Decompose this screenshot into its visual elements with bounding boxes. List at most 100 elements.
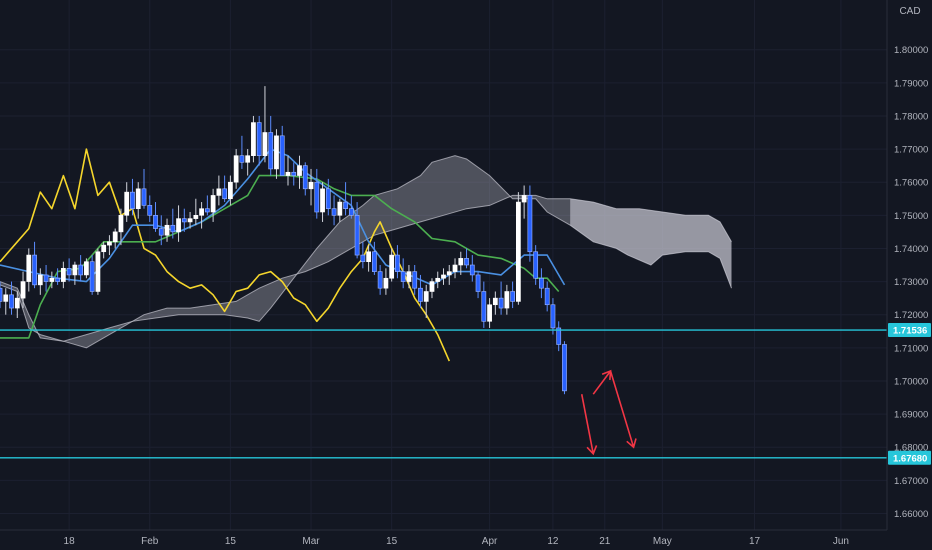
- chart-grid: [0, 0, 887, 530]
- arrow-annotations: [580, 369, 637, 456]
- candle-body: [9, 294, 14, 309]
- candle-body: [130, 191, 135, 209]
- candle-body: [274, 135, 279, 170]
- candle-body: [78, 264, 84, 276]
- candle-body: [562, 344, 567, 392]
- price-tick-label: 1.69000: [894, 410, 928, 421]
- candle-body: [487, 304, 492, 322]
- candle-body: [360, 254, 366, 262]
- candle-body: [216, 188, 222, 196]
- candle-body: [222, 188, 228, 200]
- time-tick-label: Apr: [482, 536, 498, 547]
- candle-body: [320, 188, 325, 213]
- candle-body: [498, 297, 504, 309]
- horizontal-levels[interactable]: [0, 329, 887, 459]
- price-tick-label: 1.76000: [894, 178, 928, 189]
- candle-body: [3, 294, 9, 302]
- candle-body: [118, 215, 124, 233]
- candle-body: [492, 297, 498, 306]
- level-price-label: 1.71536: [893, 326, 927, 337]
- candle-body: [331, 208, 337, 216]
- candle-body: [204, 208, 210, 213]
- time-tick-label: 15: [225, 536, 237, 547]
- cloud-area: [0, 155, 732, 348]
- candle-body: [325, 188, 331, 209]
- candle-body: [187, 218, 193, 223]
- time-tick-label: 21: [599, 536, 611, 547]
- currency-label: CAD: [899, 6, 920, 17]
- candle-body: [377, 271, 383, 289]
- candle-body: [147, 205, 153, 216]
- price-tick-label: 1.68000: [894, 443, 928, 454]
- candle-body: [383, 277, 389, 289]
- price-tick-label: 1.77000: [894, 145, 928, 156]
- time-tick-label: 17: [749, 536, 761, 547]
- candle-body: [164, 224, 170, 236]
- candle-body: [0, 287, 3, 302]
- candle-body: [285, 171, 291, 176]
- candle-body: [372, 251, 377, 272]
- time-tick-label: Mar: [302, 536, 320, 547]
- candle-body: [406, 271, 412, 282]
- candle-body: [308, 181, 314, 190]
- arrow-shaft: [609, 370, 635, 448]
- time-axis[interactable]: 18 Feb 15 Mar 15 Apr 12 21 May 17 Jun: [64, 536, 849, 547]
- candle-body: [458, 258, 464, 266]
- level-price-tag: [888, 323, 931, 338]
- candle-body: [527, 195, 533, 253]
- candle-body: [72, 264, 78, 276]
- candle-body: [435, 277, 441, 282]
- candle-body: [297, 165, 302, 176]
- base-line: [0, 174, 560, 339]
- candle-body: [55, 277, 60, 282]
- candle-body: [400, 271, 406, 282]
- candle-body: [539, 277, 544, 289]
- candle-body: [343, 201, 348, 209]
- candle-body: [510, 291, 515, 302]
- candle-body: [32, 254, 37, 286]
- candle-body: [521, 195, 527, 203]
- candle-body: [170, 224, 176, 233]
- candle-body: [262, 132, 268, 156]
- candle-body: [20, 281, 26, 299]
- candle-body: [452, 264, 458, 272]
- candle-body: [233, 155, 239, 183]
- candle-body: [475, 274, 481, 292]
- candle-body: [515, 201, 521, 302]
- candle-body: [141, 188, 147, 206]
- candle-body: [412, 271, 418, 289]
- price-tick-label: 1.75000: [894, 211, 928, 222]
- price-tick-label: 1.70000: [894, 376, 928, 387]
- price-axis[interactable]: 1.80000 1.79000 1.78000 1.77000 1.76000 1.750…: [888, 45, 931, 520]
- cloud-future-area: [570, 198, 732, 289]
- time-tick-label: Feb: [141, 536, 159, 547]
- price-candles: [0, 86, 567, 395]
- price-tick-label: 1.71000: [894, 343, 928, 354]
- candle-body: [556, 327, 562, 345]
- price-tick-label: 1.74000: [894, 244, 928, 255]
- candle-body: [544, 287, 550, 306]
- candle-body: [268, 132, 274, 170]
- candle-body: [181, 218, 187, 223]
- candle-body: [43, 274, 49, 282]
- candle-body: [101, 244, 107, 253]
- candle-body: [366, 251, 372, 262]
- candle-body: [429, 281, 435, 292]
- candle-body: [464, 258, 469, 266]
- price-tick-label: 1.67000: [894, 476, 928, 487]
- level-price-label: 1.67680: [893, 453, 927, 464]
- candle-body: [210, 195, 216, 213]
- candle-body: [446, 271, 452, 276]
- arrow-shaft: [592, 370, 612, 395]
- candle-body: [135, 188, 141, 209]
- candle-body: [60, 268, 66, 282]
- candle-body: [504, 291, 510, 309]
- candle-body: [481, 291, 487, 322]
- price-tick-label: 1.73000: [894, 277, 928, 288]
- price-tick-label: 1.72000: [894, 310, 928, 321]
- time-axis-bg: [0, 530, 932, 550]
- price-tick-label: 1.80000: [894, 45, 928, 56]
- candle-body: [228, 181, 233, 200]
- candle-body: [423, 291, 429, 302]
